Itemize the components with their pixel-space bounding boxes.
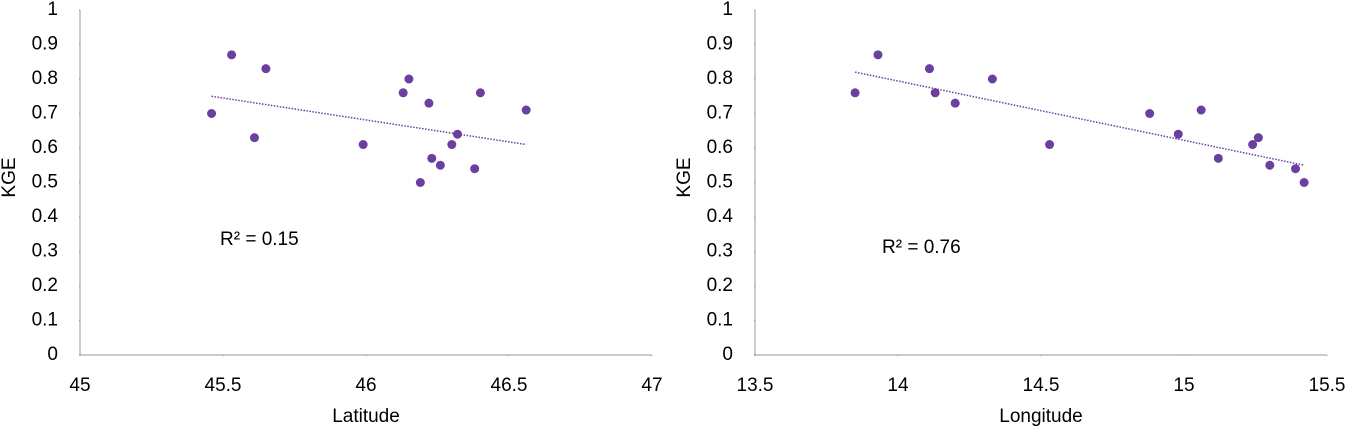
point	[475, 88, 485, 98]
y-tick-label: 0.8	[32, 68, 58, 89]
y-tick-label: 0.9	[707, 34, 733, 55]
point	[873, 50, 883, 60]
y-tick-label: 1	[47, 0, 58, 20]
y-tick-label: 0.4	[32, 206, 59, 227]
point	[207, 109, 217, 118]
point	[1299, 178, 1309, 187]
annotation: R² = 0.15	[220, 229, 299, 250]
point	[1173, 129, 1183, 139]
y-axis-label: KGE	[0, 157, 20, 197]
annotation: R² = 0.76	[882, 237, 961, 258]
point	[424, 98, 434, 108]
point	[1291, 164, 1301, 174]
y-tick-label: 0.8	[707, 68, 733, 89]
x-tick-label: 46	[355, 375, 376, 396]
y-tick-label: 0.2	[707, 275, 733, 296]
point	[1253, 133, 1263, 143]
point	[398, 88, 408, 98]
x-tick-label: 47	[641, 375, 662, 396]
x-axis-label: Latitude	[332, 406, 400, 427]
x-tick-label: 15	[1173, 375, 1194, 396]
point	[470, 164, 480, 174]
point	[1213, 153, 1223, 163]
point	[453, 129, 463, 139]
y-tick-label: 0.3	[707, 241, 733, 262]
x-axis-label: Longitude	[999, 406, 1082, 427]
x-tick-label: 15.5	[1309, 375, 1346, 396]
x-tick-label: 45.5	[205, 375, 242, 396]
point	[1196, 105, 1206, 115]
x-tick-label: 45	[69, 375, 90, 396]
y-tick-label: 0.6	[32, 137, 58, 158]
point	[1145, 109, 1155, 118]
point	[521, 105, 531, 115]
point	[415, 178, 425, 187]
trendline	[854, 71, 1305, 166]
y-tick-label: 0	[47, 344, 58, 365]
point	[850, 88, 860, 98]
x-tick-label: 13.5	[737, 375, 774, 396]
point	[950, 98, 960, 108]
y-tick-label: 0.2	[32, 275, 58, 296]
y-tick-label: 1	[722, 0, 733, 20]
y-tick-label: 0.6	[707, 137, 733, 158]
point	[404, 74, 414, 84]
x-tick-label: 14.5	[1023, 375, 1060, 396]
y-axis-label: KGE	[674, 157, 695, 197]
y-tick-label: 0.7	[32, 103, 58, 124]
y-tick-label: 0	[722, 344, 733, 365]
point	[435, 160, 445, 170]
y-tick-label: 0.1	[707, 310, 733, 331]
point	[987, 74, 997, 84]
point	[358, 140, 368, 150]
y-tick-label: 0.4	[707, 206, 734, 227]
y-tick-label: 0.5	[32, 172, 58, 193]
point	[1045, 140, 1055, 150]
y-tick-label: 0.5	[707, 172, 733, 193]
point	[1265, 160, 1275, 170]
point	[261, 64, 271, 74]
y-tick-label: 0.3	[32, 241, 58, 262]
point	[249, 133, 259, 143]
y-tick-label: 0.9	[32, 34, 58, 55]
point	[227, 50, 237, 60]
y-tick-label: 0.1	[32, 310, 58, 331]
x-tick-label: 46.5	[491, 375, 528, 396]
point	[447, 140, 457, 150]
point	[930, 88, 940, 98]
point	[924, 64, 934, 74]
x-tick-label: 14	[887, 375, 909, 396]
trendline	[211, 95, 527, 146]
y-tick-label: 0.7	[707, 103, 733, 124]
point	[1248, 140, 1258, 150]
point	[427, 153, 437, 163]
